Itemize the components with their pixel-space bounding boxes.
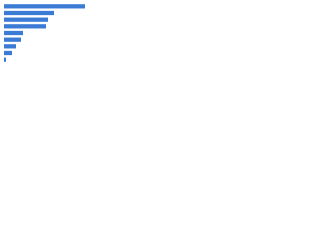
background bbox=[0, 0, 100, 71]
bar bbox=[4, 57, 6, 62]
bar bbox=[4, 10, 54, 16]
bar bbox=[4, 30, 23, 36]
bar bbox=[4, 17, 48, 22]
bar bbox=[4, 24, 46, 29]
bar bbox=[4, 44, 16, 49]
bar bbox=[4, 4, 85, 9]
page: (() => { const data = JSON.parse(documen… bbox=[0, 0, 320, 71]
bar bbox=[4, 37, 21, 42]
bar bbox=[4, 50, 12, 56]
chart bbox=[0, 0, 100, 71]
